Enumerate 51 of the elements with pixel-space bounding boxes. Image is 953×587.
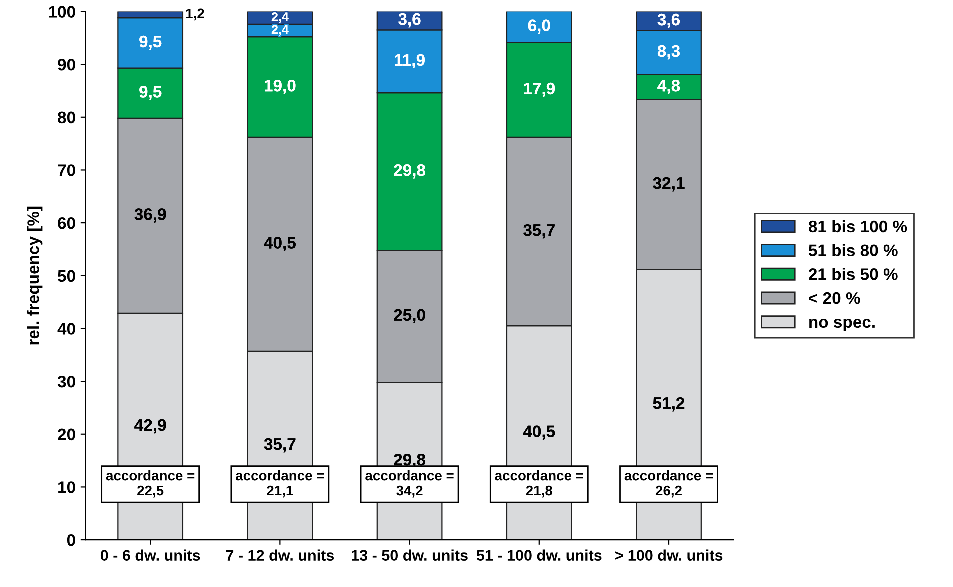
- data-label: 25,0: [394, 309, 426, 324]
- y-tick-label: 60: [58, 217, 76, 230]
- y-tick-label: 10: [58, 482, 76, 494]
- data-label: 51,2: [653, 397, 685, 412]
- data-label: 11,9: [395, 54, 425, 69]
- data-label: 3,6: [398, 13, 421, 28]
- legend-label: 21 bis 50 %: [809, 268, 898, 280]
- data-label: 2,4: [272, 25, 289, 36]
- x-tick-label: 7 - 12 dw. units: [226, 550, 334, 561]
- data-label: 9,5: [140, 86, 162, 100]
- data-label: 6,0: [528, 20, 550, 34]
- y-tick-label: 50: [58, 270, 76, 282]
- x-tick-label: 0 - 6 dw. units: [100, 550, 200, 561]
- y-axis-title: rel. frequency [%]: [27, 206, 43, 345]
- data-label: 9,5: [140, 36, 162, 50]
- y-tick-label: 70: [58, 164, 76, 176]
- data-label: 1,2: [186, 8, 204, 21]
- annotation: accordance = 26,2: [624, 470, 714, 498]
- x-tick-label: 51 - 100 dw. units: [476, 550, 602, 561]
- legend-label: 51 bis 80 %: [808, 244, 898, 256]
- data-label: 35,7: [264, 438, 296, 453]
- data-label: 36,9: [134, 208, 166, 223]
- y-tick-label: 30: [58, 376, 76, 388]
- y-tick-label: 0: [67, 534, 76, 546]
- legend-label: no spec.: [810, 318, 875, 332]
- data-label: 3,6: [658, 14, 680, 28]
- legend-label: < 20 %: [809, 292, 860, 304]
- data-label: 32,1: [653, 177, 685, 192]
- y-tick-label: 20: [58, 428, 76, 441]
- y-tick-label: 80: [58, 112, 76, 124]
- data-label: 29,8: [394, 164, 426, 179]
- data-label: 4,8: [658, 80, 680, 94]
- data-label: 35,7: [524, 224, 555, 239]
- data-label: 40,5: [523, 426, 556, 440]
- data-label: 42,9: [134, 419, 166, 434]
- y-tick-label: 100: [49, 6, 76, 18]
- annotation: accordance = 21,8: [495, 470, 584, 498]
- data-label: 17,9: [524, 82, 555, 98]
- legend-label: 81 bis 100 %: [808, 220, 908, 233]
- annotation: accordance = 34,2: [366, 470, 454, 498]
- annotation: accordance = 21,1: [236, 470, 324, 498]
- data-label: 2,4: [272, 12, 289, 24]
- data-label: 8,3: [658, 45, 680, 60]
- y-tick-label: 40: [58, 323, 76, 335]
- y-tick-label: 90: [58, 58, 76, 71]
- annotation: accordance = 22,5: [106, 470, 195, 498]
- data-label: 19,0: [265, 80, 296, 94]
- data-label: 29,8: [394, 454, 426, 468]
- x-tick-label: 13 - 50 dw. units: [352, 550, 468, 562]
- data-label: 40,5: [264, 237, 296, 252]
- x-tick-label: > 100 dw. units: [615, 550, 723, 561]
